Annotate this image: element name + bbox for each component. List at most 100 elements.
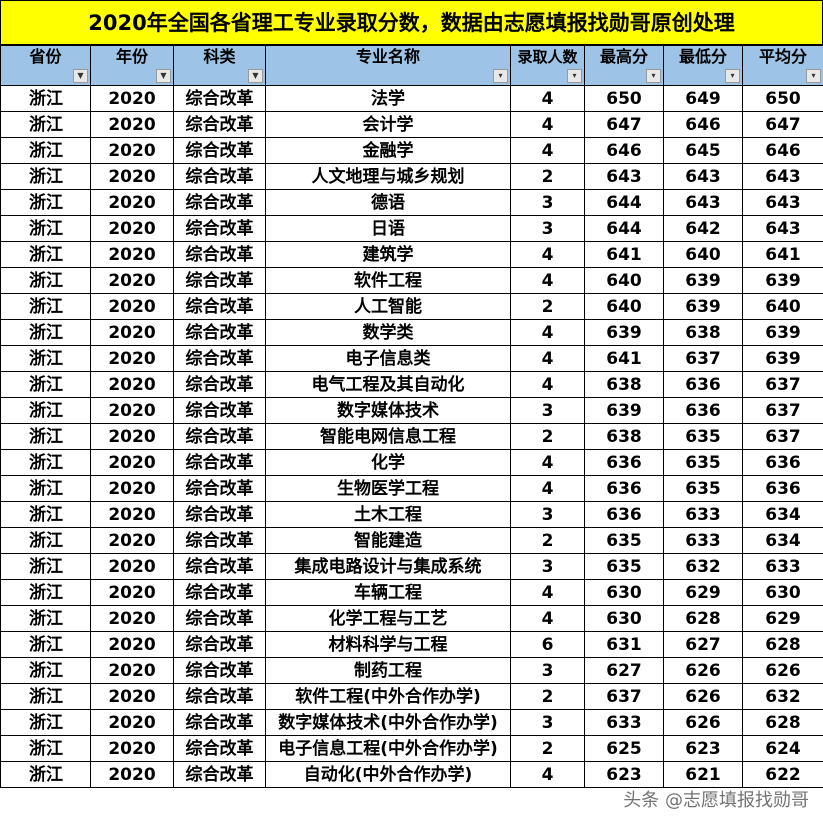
cell-province: 浙江: [0, 85, 91, 112]
cell-major: 自动化(中外合作办学): [265, 761, 511, 788]
cell-avg-score: 639: [742, 267, 823, 294]
cell-year: 2020: [90, 345, 174, 372]
cell-category: 综合改革: [173, 85, 266, 112]
cell-major: 人文地理与城乡规划: [265, 163, 511, 190]
cell-avg-score: 630: [742, 579, 823, 606]
cell-avg-score: 639: [742, 319, 823, 346]
cell-year: 2020: [90, 657, 174, 684]
cell-avg-score: 637: [742, 371, 823, 398]
cell-year: 2020: [90, 85, 174, 112]
cell-category: 综合改革: [173, 215, 266, 242]
cell-max-score: 639: [584, 397, 664, 424]
cell-avg-score: 622: [742, 761, 823, 788]
cell-min-score: 626: [663, 683, 743, 710]
cell-province: 浙江: [0, 683, 91, 710]
table-row: 浙江 2020 综合改革 软件工程 4 640 639 639: [0, 267, 823, 294]
header-row: 省份 ▼ 年份 ▼ 科类 ▼ 专业名称 ▾ 录取人数 ▾ 最高分 ▾ 最低分 ▾ 平均分 ▾: [0, 45, 823, 86]
cell-province: 浙江: [0, 475, 91, 502]
cell-year: 2020: [90, 761, 174, 788]
cell-province: 浙江: [0, 111, 91, 138]
cell-min-score: 621: [663, 761, 743, 788]
cell-province: 浙江: [0, 163, 91, 190]
cell-category: 综合改革: [173, 501, 266, 528]
cell-province: 浙江: [0, 215, 91, 242]
cell-min-score: 626: [663, 657, 743, 684]
cell-year: 2020: [90, 189, 174, 216]
cell-min-score: 627: [663, 631, 743, 658]
cell-category: 综合改革: [173, 579, 266, 606]
cell-min-score: 643: [663, 163, 743, 190]
header-label: 科类: [203, 47, 236, 66]
cell-category: 综合改革: [173, 111, 266, 138]
cell-year: 2020: [90, 631, 174, 658]
cell-province: 浙江: [0, 579, 91, 606]
cell-major: 建筑学: [265, 241, 511, 268]
cell-province: 浙江: [0, 553, 91, 580]
cell-max-score: 638: [584, 423, 664, 450]
cell-year: 2020: [90, 553, 174, 580]
cell-province: 浙江: [0, 449, 91, 476]
dropdown-icon[interactable]: ▾: [646, 69, 661, 83]
filter-active-icon[interactable]: ▼: [73, 69, 88, 83]
cell-category: 综合改革: [173, 319, 266, 346]
watermark: 头条 @志愿填报找勋哥: [623, 790, 809, 811]
cell-year: 2020: [90, 137, 174, 164]
cell-province: 浙江: [0, 345, 91, 372]
table-row: 浙江 2020 综合改革 日语 3 644 642 643: [0, 215, 823, 242]
cell-major: 法学: [265, 85, 511, 112]
cell-max-score: 637: [584, 683, 664, 710]
dropdown-icon[interactable]: ▾: [493, 69, 508, 83]
dropdown-icon[interactable]: ▾: [806, 69, 821, 83]
cell-enrolled: 2: [510, 163, 585, 190]
cell-max-score: 640: [584, 293, 664, 320]
cell-year: 2020: [90, 475, 174, 502]
cell-avg-score: 643: [742, 189, 823, 216]
table-row: 浙江 2020 综合改革 建筑学 4 641 640 641: [0, 241, 823, 268]
cell-major: 数学类: [265, 319, 511, 346]
sheet-title: 2020年全国各省理工专业录取分数，数据由志愿填报找勋哥原创处理: [0, 0, 823, 45]
header-major: 专业名称 ▾: [265, 45, 511, 86]
cell-enrolled: 4: [510, 241, 585, 268]
dropdown-icon[interactable]: ▾: [725, 69, 740, 83]
table-row: 浙江 2020 综合改革 集成电路设计与集成系统 3 635 632 633: [0, 553, 823, 580]
header-max-score: 最高分 ▾: [584, 45, 664, 86]
cell-enrolled: 3: [510, 397, 585, 424]
cell-enrolled: 3: [510, 189, 585, 216]
cell-province: 浙江: [0, 267, 91, 294]
filter-active-icon[interactable]: ▼: [156, 69, 171, 83]
cell-min-score: 640: [663, 241, 743, 268]
table-row: 浙江 2020 综合改革 人工智能 2 640 639 640: [0, 293, 823, 320]
dropdown-icon[interactable]: ▾: [567, 69, 582, 83]
cell-category: 综合改革: [173, 267, 266, 294]
cell-province: 浙江: [0, 241, 91, 268]
cell-max-score: 633: [584, 709, 664, 736]
cell-avg-score: 650: [742, 85, 823, 112]
cell-enrolled: 2: [510, 423, 585, 450]
cell-enrolled: 4: [510, 605, 585, 632]
table-row: 浙江 2020 综合改革 德语 3 644 643 643: [0, 189, 823, 216]
cell-major: 会计学: [265, 111, 511, 138]
cell-major: 软件工程: [265, 267, 511, 294]
cell-year: 2020: [90, 579, 174, 606]
table-row: 浙江 2020 综合改革 车辆工程 4 630 629 630: [0, 579, 823, 606]
cell-major: 金融学: [265, 137, 511, 164]
cell-min-score: 638: [663, 319, 743, 346]
cell-year: 2020: [90, 111, 174, 138]
cell-major: 德语: [265, 189, 511, 216]
table-row: 浙江 2020 综合改革 智能电网信息工程 2 638 635 637: [0, 423, 823, 450]
cell-enrolled: 4: [510, 111, 585, 138]
cell-province: 浙江: [0, 371, 91, 398]
cell-min-score: 635: [663, 449, 743, 476]
cell-year: 2020: [90, 605, 174, 632]
cell-year: 2020: [90, 709, 174, 736]
cell-province: 浙江: [0, 631, 91, 658]
cell-min-score: 639: [663, 267, 743, 294]
filter-active-icon[interactable]: ▼: [248, 69, 263, 83]
cell-enrolled: 3: [510, 215, 585, 242]
cell-avg-score: 637: [742, 397, 823, 424]
cell-enrolled: 2: [510, 683, 585, 710]
cell-year: 2020: [90, 163, 174, 190]
cell-max-score: 635: [584, 527, 664, 554]
cell-province: 浙江: [0, 423, 91, 450]
cell-category: 综合改革: [173, 657, 266, 684]
